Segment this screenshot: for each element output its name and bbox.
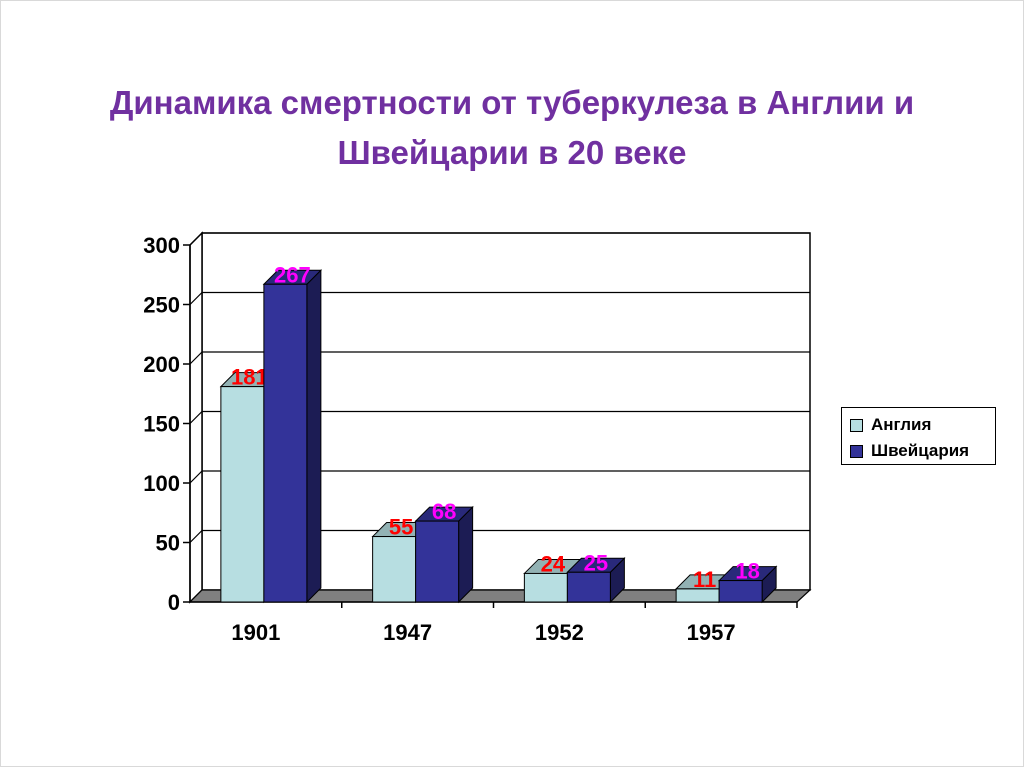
data-label: 68 — [432, 499, 456, 524]
y-tick-label: 100 — [143, 471, 180, 496]
legend-swatch-switzerland — [850, 444, 863, 458]
y-tick-label: 250 — [143, 293, 180, 318]
bar — [372, 536, 417, 603]
data-label: 24 — [541, 551, 566, 576]
gridline-side — [189, 530, 203, 543]
bar — [566, 571, 611, 603]
legend-item-england: Англия — [850, 414, 931, 436]
gridline-side — [189, 411, 203, 424]
data-label: 267 — [274, 262, 311, 287]
bar — [220, 386, 265, 603]
bar — [523, 572, 568, 603]
legend: Англия Швейцария — [841, 407, 996, 465]
x-tick-label: 1957 — [687, 620, 736, 645]
x-tick-label: 1952 — [535, 620, 584, 645]
data-label: 25 — [584, 550, 608, 575]
data-label: 55 — [389, 515, 413, 540]
x-tick-label: 1947 — [383, 620, 432, 645]
title-line-2: Швейцарии в 20 веке — [337, 134, 687, 171]
bar — [415, 520, 460, 603]
legend-item-switzerland: Швейцария — [850, 440, 969, 462]
legend-swatch-england — [850, 418, 863, 432]
gridline-side — [189, 470, 203, 484]
y-tick-label: 150 — [143, 412, 180, 437]
gridline-side — [189, 292, 203, 305]
data-label: 18 — [735, 559, 759, 584]
bar-side — [458, 505, 474, 604]
bar — [718, 580, 763, 603]
legend-label-england: Англия — [871, 415, 932, 434]
y-tick-label: 300 — [143, 233, 180, 258]
gridline-side — [189, 232, 203, 246]
y-tick-label: 0 — [168, 590, 180, 615]
y-tick-label: 200 — [143, 352, 180, 377]
x-tick-label: 1901 — [231, 620, 280, 645]
bar-side — [306, 269, 322, 604]
chart-title: Динамика смертности от туберкулеза в Анг… — [60, 78, 964, 178]
gridline-side — [189, 351, 203, 365]
y-tick-label: 50 — [156, 531, 180, 556]
data-label: 11 — [693, 567, 716, 592]
data-label: 181 — [231, 365, 268, 390]
title-line-1: Динамика смертности от туберкулеза в Анг… — [109, 84, 915, 121]
legend-label-switzerland: Швейцария — [871, 441, 970, 460]
bar — [263, 283, 308, 603]
